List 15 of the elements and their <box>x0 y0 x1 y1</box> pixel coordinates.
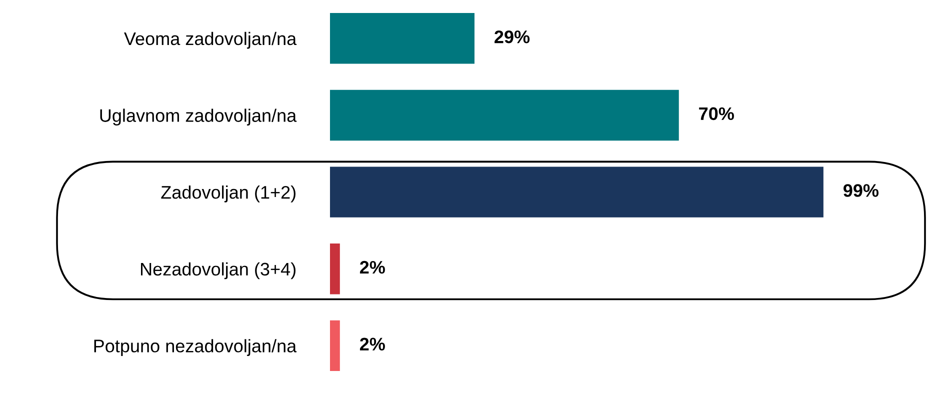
y-tick-label: Uglavnom zadovoljan/na <box>100 108 297 126</box>
bar <box>330 244 340 294</box>
data-label: 70% <box>699 107 734 120</box>
bar <box>330 90 679 141</box>
bar <box>330 320 340 372</box>
y-tick-label: Potpuno nezadovoljan/na <box>94 339 297 356</box>
data-label: 2% <box>360 338 385 350</box>
data-label: 29% <box>494 30 530 44</box>
bar <box>330 13 474 64</box>
y-tick-label: Zadovoljan (1+2) <box>161 186 296 202</box>
y-tick-label: Veoma zadovoljan/na <box>124 32 297 49</box>
data-label: 2% <box>360 260 385 274</box>
data-label: 99% <box>844 184 879 197</box>
y-tick-label: Nezadovoljan (3+4) <box>141 262 296 280</box>
bar <box>330 166 824 218</box>
